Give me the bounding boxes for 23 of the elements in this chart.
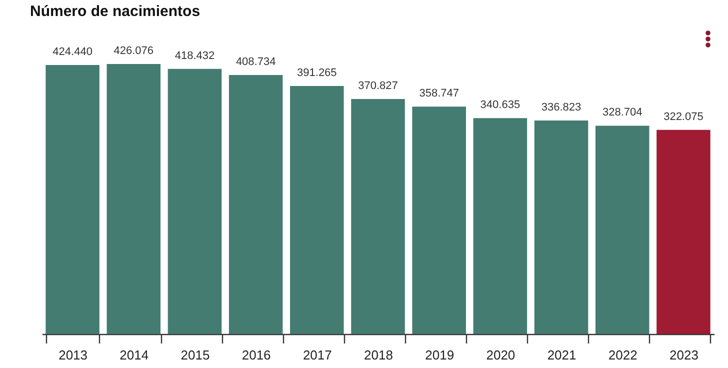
data-label: 328.704 (602, 106, 642, 119)
data-label: 408.734 (236, 56, 276, 68)
x-tick-label: 2018 (364, 348, 393, 362)
data-label: 370.827 (358, 80, 398, 92)
x-tick-label: 2023 (669, 348, 698, 362)
x-tick-label: 2021 (547, 348, 576, 362)
x-tick-label: 2013 (58, 348, 88, 362)
x-tick-label: 2015 (180, 348, 210, 362)
x-tick-label: 2014 (120, 348, 149, 362)
data-label: 426.076 (114, 45, 154, 57)
chart-title: Número de nacimientos (30, 3, 200, 20)
data-label: 340.635 (480, 99, 520, 112)
x-tick-label: 2017 (302, 348, 332, 362)
data-label: 336.823 (541, 102, 582, 114)
data-label: 418.432 (174, 50, 215, 62)
data-label: 391.265 (297, 67, 337, 80)
data-label: 322.075 (664, 110, 704, 123)
x-tick-label: 2020 (486, 348, 516, 362)
data-label: 424.440 (52, 46, 92, 58)
x-tick-label: 2019 (425, 348, 454, 362)
x-tick-label: 2016 (242, 348, 271, 362)
x-tick-label: 2022 (608, 348, 638, 362)
data-label: 358.747 (419, 88, 459, 100)
